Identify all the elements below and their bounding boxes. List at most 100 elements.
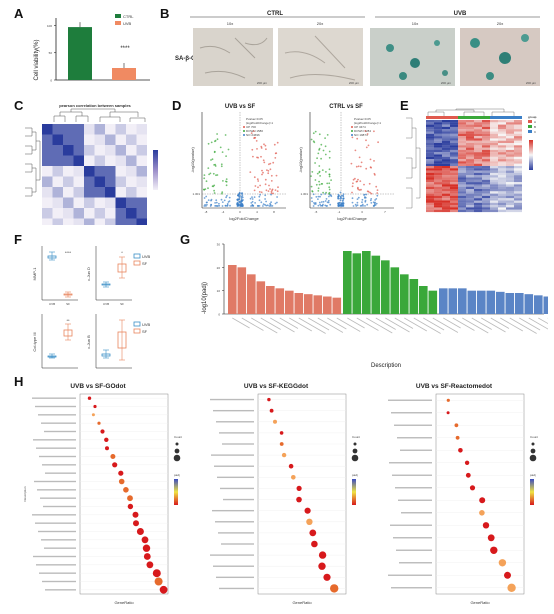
e-cell bbox=[426, 186, 434, 190]
d-point bbox=[337, 197, 339, 200]
d-point bbox=[370, 198, 373, 200]
d-point bbox=[270, 174, 273, 177]
h-dot bbox=[454, 423, 459, 428]
e-cell bbox=[450, 138, 458, 141]
h-term-label bbox=[44, 430, 76, 433]
d-point bbox=[359, 180, 362, 182]
e-group-cell bbox=[450, 116, 458, 119]
e-cell bbox=[458, 161, 466, 164]
d-point bbox=[339, 199, 342, 202]
d1-xtick-3: 4 bbox=[256, 210, 258, 214]
e-cell bbox=[474, 154, 482, 157]
e-cell bbox=[482, 154, 490, 157]
d-point bbox=[277, 186, 279, 189]
d-point bbox=[265, 148, 267, 151]
d-point bbox=[205, 201, 208, 204]
e-cell bbox=[442, 159, 450, 162]
e-cell bbox=[466, 184, 474, 187]
g-bar bbox=[515, 293, 524, 314]
e-cell bbox=[458, 168, 466, 171]
e-cell bbox=[434, 159, 442, 162]
e-cell bbox=[482, 179, 490, 183]
d-point bbox=[354, 177, 356, 180]
e-cell bbox=[458, 120, 466, 123]
e-cell bbox=[514, 161, 522, 164]
d-point bbox=[365, 193, 368, 196]
g-ytick: 30 bbox=[217, 243, 221, 247]
d-point bbox=[363, 194, 365, 196]
e-cell bbox=[498, 209, 506, 213]
d2-xlabel: log2FoldChange bbox=[337, 216, 367, 221]
e-cell bbox=[466, 156, 474, 160]
e-cell bbox=[506, 168, 514, 171]
c-cell bbox=[84, 155, 95, 166]
d-point bbox=[325, 198, 328, 200]
d2-xtick-0: -5 bbox=[315, 210, 318, 214]
volcano-plots: UVB vs SF -log10(pvalue) log2FoldChange … bbox=[190, 104, 394, 221]
e-cell bbox=[506, 149, 514, 153]
d-point bbox=[322, 149, 325, 152]
e-cell bbox=[482, 131, 490, 134]
h-term-label bbox=[393, 537, 432, 539]
e-cell bbox=[434, 166, 442, 169]
e-cell bbox=[482, 145, 490, 148]
e-cell bbox=[426, 170, 434, 173]
e-cell bbox=[514, 149, 522, 153]
e-cell bbox=[474, 193, 482, 196]
d-point bbox=[322, 191, 324, 194]
e-cell bbox=[458, 145, 466, 148]
d-point bbox=[221, 205, 224, 207]
e-cell bbox=[450, 133, 458, 137]
e-cell bbox=[434, 195, 442, 199]
e-cell bbox=[466, 186, 474, 190]
e-cell bbox=[482, 170, 490, 173]
d-point bbox=[360, 161, 363, 164]
d-point bbox=[251, 196, 253, 198]
e-cell bbox=[466, 152, 474, 155]
e-cell bbox=[466, 124, 474, 127]
d-point bbox=[268, 205, 271, 207]
d-point bbox=[249, 197, 252, 200]
d-point bbox=[213, 192, 216, 194]
d-point bbox=[375, 185, 378, 188]
h-dot bbox=[464, 460, 470, 465]
d-point bbox=[221, 191, 224, 194]
d-point bbox=[354, 203, 357, 206]
d2-xtick-3: 7 bbox=[384, 210, 386, 214]
c-cell bbox=[63, 208, 74, 219]
f-legend-sf-2: SF bbox=[142, 329, 148, 334]
d-point bbox=[342, 204, 345, 207]
d-point bbox=[250, 205, 252, 207]
panel-letter-d: D bbox=[172, 98, 182, 113]
c-cell bbox=[126, 155, 137, 166]
d-point bbox=[314, 179, 317, 181]
d-point bbox=[352, 205, 355, 207]
d-point bbox=[262, 203, 265, 205]
e-cell bbox=[442, 161, 450, 164]
volcano-plot-uvb-vs-sf: UVB vs SF -log10(pvalue) log2FoldChange … bbox=[190, 104, 286, 221]
e-cell bbox=[434, 129, 442, 132]
e-cell bbox=[474, 149, 482, 153]
d-point bbox=[256, 148, 258, 150]
f-legend-uvb-2: UVB bbox=[142, 322, 151, 327]
a-ytick: 0 bbox=[50, 79, 52, 83]
e-cell bbox=[498, 175, 506, 178]
e-cell bbox=[498, 207, 506, 210]
e-cell bbox=[490, 126, 498, 130]
e-cell bbox=[482, 177, 490, 180]
g-bar bbox=[343, 251, 352, 314]
b-group-uvb: UVB bbox=[454, 11, 467, 17]
e-cell bbox=[450, 152, 458, 155]
e-cell bbox=[450, 122, 458, 125]
e-cell bbox=[458, 149, 466, 153]
h-count-label-2: Count bbox=[530, 435, 538, 439]
c-cell bbox=[84, 197, 95, 208]
e-cell bbox=[466, 149, 474, 153]
c-cell bbox=[94, 124, 105, 135]
dot-plots: UVB vs SF-GOdot GeneRatio Description Count… bbox=[23, 383, 538, 605]
e-cell bbox=[474, 143, 482, 146]
e-cell bbox=[514, 152, 522, 155]
h-dot bbox=[104, 437, 109, 442]
g-bar bbox=[294, 293, 304, 314]
e-cell bbox=[466, 122, 474, 125]
